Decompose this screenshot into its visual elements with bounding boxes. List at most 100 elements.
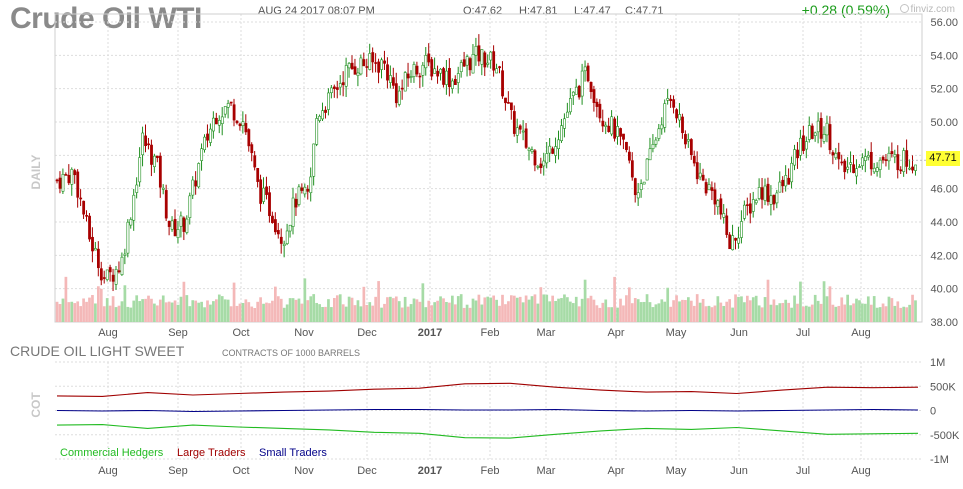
candle-body — [760, 187, 764, 200]
volume-bar — [468, 307, 472, 322]
candle-body — [318, 115, 322, 121]
candle-body — [804, 141, 808, 150]
brand-watermark[interactable]: finviz.com — [899, 4, 955, 15]
candle-body — [61, 174, 65, 192]
candle-body — [527, 148, 531, 151]
volume-bar — [654, 304, 658, 322]
cot-y-axis-label: COT — [29, 392, 43, 418]
volume-bar — [88, 297, 91, 322]
volume-bar — [757, 305, 761, 322]
candle-body — [887, 152, 891, 162]
candle-body — [843, 160, 847, 173]
candle-body — [509, 102, 513, 111]
volume-bar — [787, 302, 790, 322]
volume-bar — [126, 306, 130, 322]
cot-y-tick-label: -500K — [930, 430, 960, 442]
volume-bar — [215, 299, 218, 322]
volume-bar — [719, 302, 723, 322]
volume-bar — [471, 298, 475, 322]
volume-bar — [409, 304, 413, 322]
volume-bar — [748, 300, 752, 322]
candle-body — [710, 187, 714, 191]
candle-body — [209, 128, 212, 143]
volume-bar — [554, 301, 557, 322]
cot-x-tick-label: Jun — [730, 465, 748, 477]
y-tick-label: 38.00 — [930, 317, 958, 329]
candle-body — [745, 204, 749, 206]
volume-bar — [380, 307, 383, 322]
candle-body — [418, 75, 422, 78]
volume-bar — [253, 307, 257, 322]
volume-bar — [58, 304, 62, 322]
legend-large: Large Traders — [177, 447, 246, 459]
cot-x-tick-label: May — [666, 465, 687, 477]
volume-bar — [220, 296, 224, 322]
candle-body — [220, 116, 224, 124]
volume-bar — [746, 295, 749, 322]
candle-body — [810, 125, 814, 139]
candle-body — [70, 169, 74, 185]
candle-body — [816, 120, 820, 133]
volume-bar — [85, 301, 88, 322]
candle-body — [282, 243, 286, 246]
volume-bar — [613, 276, 616, 322]
volume-bar — [510, 295, 513, 322]
candle-body — [625, 141, 628, 151]
volume-bar — [392, 298, 395, 322]
candle-body — [654, 139, 658, 145]
volume-bar — [406, 306, 410, 322]
volume-bar — [285, 304, 289, 322]
candle-body — [515, 127, 519, 136]
volume-bar — [321, 307, 324, 322]
candle-body — [589, 81, 593, 92]
candle-body — [536, 165, 540, 168]
volume-bar — [551, 295, 554, 322]
candle-body — [504, 97, 507, 104]
candle-body — [232, 104, 236, 121]
volume-bar — [633, 298, 637, 322]
volume-bar — [424, 307, 428, 322]
candle-body — [386, 64, 389, 81]
volume-bar — [586, 298, 590, 322]
candle-body — [731, 235, 735, 251]
candle-body — [498, 66, 502, 69]
candle-body — [713, 189, 717, 205]
volume-bar — [610, 307, 613, 322]
candle-body — [241, 121, 245, 126]
x-tick-label: Aug — [851, 327, 871, 339]
volume-bar — [507, 301, 510, 322]
candle-body — [315, 118, 319, 145]
volume-bar — [403, 296, 407, 322]
candle-body — [294, 198, 298, 208]
volume-bar — [701, 298, 705, 322]
volume-bar — [312, 294, 316, 322]
candle-body — [684, 134, 687, 145]
candle-body — [126, 221, 130, 254]
candle-body — [831, 152, 835, 156]
candle-body — [453, 79, 457, 86]
candle-body — [689, 139, 693, 156]
volume-bar — [212, 301, 215, 322]
candle-body — [170, 220, 174, 230]
volume-bar — [731, 307, 734, 322]
candle-body — [622, 133, 625, 140]
candle-body — [191, 179, 195, 196]
volume-bar — [282, 307, 286, 322]
candle-body — [235, 120, 239, 124]
candle-body — [194, 180, 198, 187]
candle-body — [477, 45, 481, 62]
candle-body — [716, 200, 720, 208]
volume-bar — [415, 299, 419, 322]
volume-bar — [861, 303, 864, 322]
volume-bar — [713, 305, 717, 322]
candle-body — [91, 236, 94, 252]
volume-bar — [843, 304, 847, 322]
volume-bar — [684, 300, 687, 322]
volume-bar — [353, 305, 357, 322]
volume-bar — [875, 307, 879, 322]
volume-bar — [265, 302, 268, 322]
candle-body — [846, 166, 850, 170]
volume-bar — [504, 304, 507, 322]
cot-x-tick-label: Jul — [796, 465, 810, 477]
volume-bar — [394, 296, 398, 322]
